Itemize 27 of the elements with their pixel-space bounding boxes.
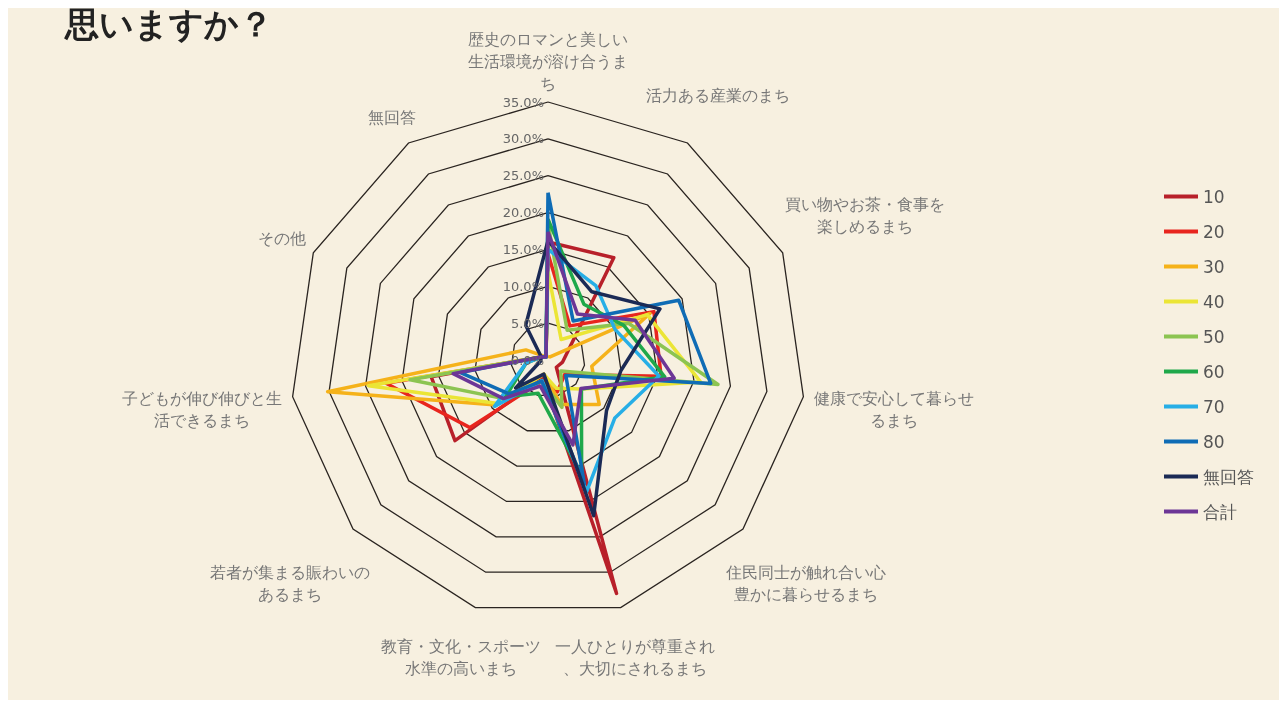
spoke-label: 活力ある産業のまち	[645, 86, 790, 106]
spoke-label: 子どもが伸び伸びと生活できるまち	[122, 389, 283, 431]
chart-title: 思いますか？	[63, 4, 273, 44]
y-tick-label: 30.0%	[502, 131, 544, 147]
spoke-label: その他	[258, 229, 307, 249]
legend-label: 60	[1203, 361, 1225, 382]
y-tick-label: 15.0%	[502, 241, 544, 257]
legend-label: 10	[1203, 186, 1225, 207]
spoke-label: 一人ひとりが尊重され、大切にされるまち	[555, 636, 716, 678]
spoke-label: 無回答	[368, 108, 417, 128]
legend-label: 70	[1203, 396, 1225, 417]
y-tick-label: 25.0%	[502, 168, 544, 184]
spoke-label: 若者が集まる賑わいのあるまち	[209, 563, 370, 605]
legend-label: 無回答	[1203, 466, 1254, 487]
spoke-label: 健康で安心して暮らせるまち	[813, 389, 974, 431]
spoke-label: 住民同士が触れ合い心豊かに暮らせるまち	[725, 563, 887, 605]
legend-label: 80	[1203, 431, 1225, 452]
legend-label: 50	[1203, 326, 1225, 347]
y-tick-label: 35.0%	[502, 94, 544, 110]
spoke-label: 買い物やお茶・食事を楽しめるまち	[785, 194, 946, 236]
legend-label: 40	[1203, 291, 1225, 312]
y-tick-label: 20.0%	[502, 205, 544, 221]
legend-label: 30	[1203, 256, 1225, 277]
spoke-label: 歴史のロマンと美しい生活環境が溶け合うまち	[468, 29, 628, 93]
spoke-label: 教育・文化・スポーツ水準の高いまち	[380, 636, 541, 678]
legend-label: 合計	[1203, 501, 1237, 522]
legend-label: 20	[1203, 221, 1225, 242]
